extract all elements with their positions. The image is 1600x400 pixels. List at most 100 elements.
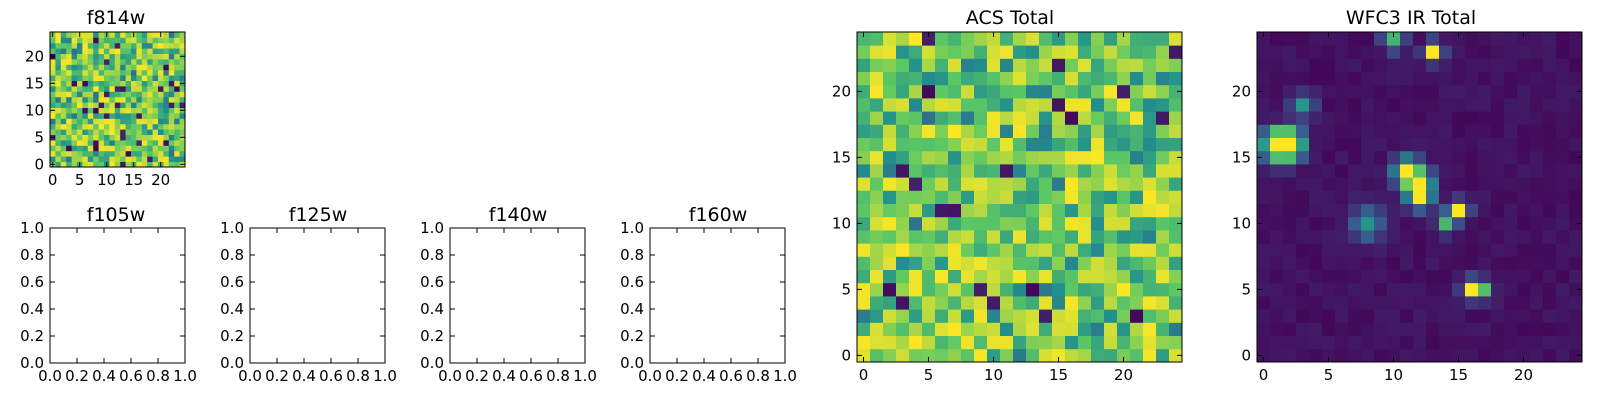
- heatmap-cell: [1065, 177, 1079, 191]
- heatmap-cell: [1117, 230, 1131, 244]
- heatmap-cell: [1478, 150, 1492, 165]
- heatmap-cell: [1426, 230, 1440, 244]
- heatmap-cell: [948, 58, 962, 72]
- heatmap-cell: [1413, 111, 1427, 125]
- heatmap-cell: [1452, 137, 1466, 152]
- heatmap-cell: [1257, 98, 1271, 112]
- heatmap-cell: [922, 111, 936, 125]
- heatmap-cell: [1491, 190, 1505, 204]
- heatmap-cell: [1052, 58, 1066, 72]
- heatmap-cell: [1039, 177, 1053, 191]
- heatmap-cell: [1309, 216, 1323, 231]
- heatmap-cell: [1000, 282, 1014, 297]
- heatmap-cell: [1052, 84, 1066, 99]
- heatmap-cell: [168, 80, 175, 87]
- heatmap-cell: [1413, 203, 1427, 218]
- heatmap-cell: [1117, 269, 1131, 284]
- y-tick-label: 0.6: [220, 273, 244, 291]
- heatmap-cell: [71, 75, 78, 81]
- heatmap-cell: [922, 177, 936, 191]
- heatmap-cell: [1052, 32, 1066, 46]
- heatmap-cell: [82, 150, 89, 157]
- heatmap-cell: [883, 243, 897, 257]
- heatmap-cell: [1517, 111, 1531, 125]
- heatmap-cell: [55, 129, 62, 135]
- heatmap-cell: [168, 161, 175, 168]
- heatmap-cell: [987, 45, 1001, 59]
- heatmap-cell: [1065, 164, 1079, 178]
- heatmap-cell: [896, 309, 910, 323]
- heatmap-cell: [158, 123, 164, 130]
- heatmap-cell: [1309, 203, 1323, 218]
- heatmap-cell: [974, 322, 988, 336]
- heatmap-cell: [1517, 124, 1531, 138]
- heatmap-cell: [1156, 256, 1170, 270]
- heatmap-cell: [109, 96, 116, 103]
- heatmap-cell: [125, 150, 132, 157]
- heatmap-cell: [1335, 84, 1349, 99]
- heatmap-cell: [1309, 177, 1323, 191]
- heatmap-cell: [1426, 296, 1440, 310]
- heatmap-cell: [1091, 45, 1105, 59]
- heatmap-cell: [152, 64, 159, 71]
- heatmap-cell: [1491, 348, 1505, 363]
- heatmap-cell: [1426, 322, 1440, 336]
- heatmap-cell: [163, 134, 170, 141]
- heatmap-cell: [120, 80, 126, 87]
- heatmap-cell: [1413, 190, 1427, 204]
- heatmap-cell: [1348, 150, 1362, 165]
- heatmap-cell: [974, 111, 988, 125]
- heatmap-cell: [1361, 58, 1375, 72]
- heatmap-cell: [1104, 243, 1118, 257]
- heatmap-cell: [60, 80, 67, 87]
- heatmap-cell: [93, 48, 99, 54]
- heatmap-cell: [1065, 32, 1079, 46]
- heatmap-cell: [909, 177, 923, 191]
- heatmap-cell: [1026, 216, 1040, 231]
- heatmap-cell: [1000, 216, 1014, 231]
- heatmap-cell: [1013, 296, 1027, 310]
- heatmap-cell: [1130, 230, 1144, 244]
- heatmap-cell: [1000, 348, 1014, 363]
- heatmap-cell: [1065, 84, 1079, 99]
- heatmap-cell: [974, 256, 988, 270]
- heatmap-cell: [1039, 269, 1053, 284]
- heatmap-cell: [104, 118, 110, 125]
- heatmap-cell: [961, 243, 975, 257]
- heatmap-cell: [1052, 243, 1066, 257]
- heatmap-cell: [1361, 164, 1375, 178]
- heatmap-cell: [896, 177, 910, 191]
- heatmap-cell: [98, 113, 105, 119]
- heatmap-cell: [857, 216, 871, 231]
- heatmap-cell: [1374, 322, 1388, 336]
- heatmap-cell: [1387, 124, 1401, 138]
- heatmap-cell: [1296, 190, 1310, 204]
- heatmap-cell: [935, 348, 949, 363]
- heatmap-cell: [82, 118, 89, 125]
- heatmap-cell: [1504, 32, 1518, 46]
- heatmap-cell: [168, 86, 175, 92]
- heatmap-cell: [104, 59, 110, 65]
- x-tick-label: 1.0: [573, 367, 597, 385]
- heatmap-cell: [174, 64, 180, 71]
- heatmap-cell: [60, 37, 67, 44]
- heatmap-cell: [896, 243, 910, 257]
- heatmap-cell: [179, 69, 186, 76]
- heatmap-cell: [114, 107, 121, 114]
- heatmap-cell: [163, 123, 170, 130]
- heatmap-cell: [60, 86, 67, 92]
- heatmap-cell: [1426, 190, 1440, 204]
- heatmap-cell: [1039, 124, 1053, 138]
- heatmap-cell: [87, 107, 94, 114]
- heatmap-cell: [1078, 309, 1092, 323]
- heatmap-cell: [1569, 243, 1583, 257]
- heatmap-cell: [77, 156, 83, 162]
- heatmap-cell: [1013, 84, 1027, 99]
- heatmap-cell: [1091, 309, 1105, 323]
- heatmap-cell: [1000, 269, 1014, 284]
- heatmap-cell: [55, 32, 62, 38]
- heatmap-cell: [158, 69, 164, 76]
- heatmap-cell: [974, 164, 988, 178]
- heatmap-cell: [147, 80, 153, 87]
- heatmap-cell: [1078, 190, 1092, 204]
